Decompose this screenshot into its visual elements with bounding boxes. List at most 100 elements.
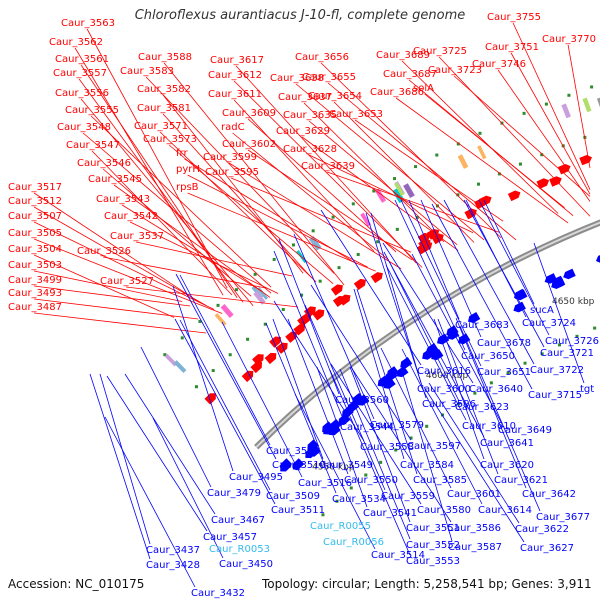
label-leader-line [106,375,208,532]
gene-label-reverse: Caur_3610 [462,421,516,432]
forward-gene-arrow [370,272,383,284]
accession-text: Accession: NC_010175 [8,577,145,591]
forward-gene-arrow [479,195,492,207]
label-leader-line [308,120,458,246]
label-leader-line [187,192,376,272]
gene-label-forward: Caur_3542 [104,211,158,222]
reverse-gene-arrow [422,348,435,360]
tick-dot [163,353,167,357]
label-leader-line [431,203,533,390]
tick-dot [337,266,341,270]
label-leader-line [273,250,345,422]
cog-feature [403,183,415,199]
gene-label-forward: Caur_3639 [301,161,355,172]
gene-label-reverse: Caur_3516 [298,478,352,489]
label-leader-line [179,319,271,491]
gene-label-reverse: Caur_3558 [360,442,414,453]
gene-label-reverse: Caur_3549 [319,460,373,471]
gene-label-reverse: Caur_3519 [272,460,326,471]
tick-dot [518,162,522,166]
cog-feature [457,154,469,169]
label-leader-line [272,318,324,460]
gene-label-reverse: Caur_3428 [146,560,200,571]
tick-dot [506,371,510,375]
gene-label-reverse: Caur_3450 [219,559,273,570]
gene-label-forward: Caur_3526 [77,246,131,257]
label-leader-line [497,69,591,202]
gene-label-forward: Caur_3687 [383,69,437,80]
tick-dot [228,353,232,357]
gene-label-reverse: Caur_3651 [477,367,531,378]
label-leader-line [394,199,466,351]
label-leader-line [126,286,299,308]
gene-label-reverse: Caur_3597 [407,441,461,452]
tick-dot [395,227,399,231]
label-leader-line [463,199,545,348]
label-leader-line [121,204,263,292]
tick-dot [489,381,493,385]
gene-label-reverse: Caur_3514 [371,550,425,561]
gene-label-forward: Caur_3563 [61,18,115,29]
rna-label: Caur_R0053 [209,544,270,555]
genome-summary-text: Topology: circular; Length: 5,258,541 bp… [262,577,592,591]
label-leader-line [453,75,591,197]
reverse-gene-arrow [383,377,396,389]
forward-gene-arrow [275,342,288,354]
gene-label-forward: Caur_3655 [302,72,356,83]
gene-label-reverse: Caur_3715 [528,390,582,401]
forward-gene-arrow [579,154,592,166]
gene-label-reverse: Caur_3579 [370,420,424,431]
label-leader-line [443,199,535,365]
gene-label-reverse: Caur_3479 [207,488,261,499]
label-leader-line [308,154,474,234]
tick-dot [364,473,368,477]
gene-label-reverse: Caur_3457 [203,532,257,543]
label-leader-line [333,101,475,243]
gene-label-forward: Caur_3517 [8,182,62,193]
tick-dot [281,307,285,311]
label-leader-line [99,373,151,545]
label-leader-line [459,325,541,512]
tick-dot [318,279,322,283]
forward-gene-arrow [426,228,440,240]
cog-feature [561,103,571,119]
forward-gene-arrow [241,370,254,383]
label-leader-line [455,317,527,489]
tick-dot [593,326,597,330]
label-leader-line [152,417,224,559]
gene-label-reverse: Caur_3586 [447,523,501,534]
label-leader-line [174,318,276,505]
tick-dot [253,272,257,276]
kbp-tick-label: 4600 kbp [426,371,469,381]
gene-label-reverse: Caur_3640 [469,384,523,395]
label-leader-line [221,321,303,478]
gene-label-reverse: Caur_3678 [477,338,531,349]
gene-label-reverse: Caur_3559 [381,491,435,502]
tick-dot [393,177,397,181]
label-leader-line [34,285,191,307]
label-leader-line [33,254,175,318]
forward-gene-arrow [549,176,562,187]
label-leader-line [90,115,272,288]
label-leader-line [353,288,405,460]
tick-dot [457,402,461,406]
tick-dot [590,85,594,89]
gene-label-forward: Caur_3617 [210,55,264,66]
label-leader-line [329,369,411,556]
gene-label-reverse: Caur_3600 [417,384,471,395]
gene-label-forward: Caur_3635 [283,110,337,121]
tick-dot [234,288,238,292]
cog-feature [173,360,187,374]
tick-dot [356,252,360,256]
gene-label-reverse: Caur_3560 [335,395,389,406]
forward-gene-arrow [269,336,281,348]
gene-label-forward: Caur_3612 [208,70,262,81]
tick-dot [540,352,544,356]
gene-label-reverse: Caur_3596 [422,399,476,410]
label-leader-line [411,253,503,425]
gene-label-forward: Caur_3547 [66,140,120,151]
label-leader-line [162,94,304,274]
label-leader-line [385,264,467,421]
gene-label-forward: Caur_3543 [96,194,150,205]
